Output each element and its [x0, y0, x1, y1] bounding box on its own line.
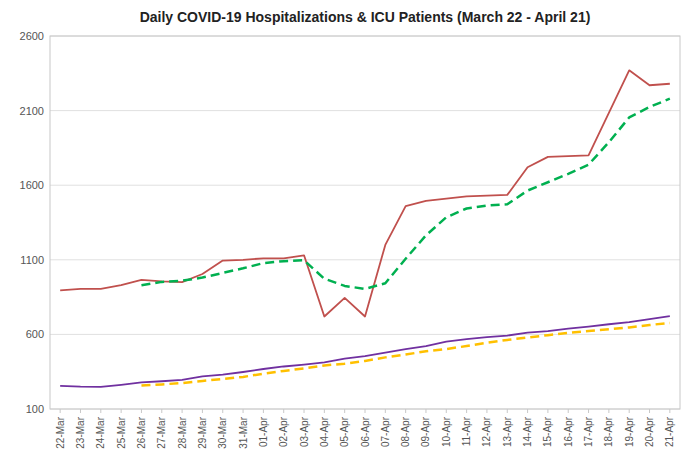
x-tick: [141, 409, 142, 413]
x-tick: [202, 409, 203, 413]
x-axis: 22-Mar 23-Mar 24-Mar 25-Mar 26-Mar 27-Mar 28-M…: [55, 409, 676, 449]
x-tick: [304, 409, 305, 413]
x-tick-label: 18-Apr: [603, 416, 614, 447]
x-tick: [568, 409, 569, 413]
x-tick-label: 11-Apr: [461, 416, 472, 446]
x-tick: [425, 409, 426, 413]
x-tick-label: 12-Apr: [481, 416, 492, 447]
x-tick-label: 05-Apr: [339, 416, 350, 447]
y-axis: 100 600 1100 1600 2100 2600: [20, 30, 680, 415]
x-tick-label: 01-Apr: [258, 416, 269, 447]
y-tick-label: 600: [26, 328, 44, 340]
x-tick: [588, 409, 589, 413]
y-tick-label: 100: [26, 403, 44, 415]
x-tick-label: 24-Mar: [95, 416, 106, 448]
x-tick-label: 15-Apr: [542, 416, 553, 447]
x-tick: [608, 409, 609, 413]
x-tick: [629, 409, 630, 413]
x-tick: [182, 409, 183, 413]
x-tick-label: 21-Apr: [664, 416, 675, 447]
grid-line: [50, 185, 680, 186]
x-tick-label: 07-Apr: [380, 416, 391, 447]
x-tick-label: 26-Mar: [136, 416, 147, 448]
x-tick-label: 16-Apr: [563, 416, 574, 447]
x-tick-label: 08-Apr: [400, 416, 411, 447]
x-tick: [324, 409, 325, 413]
x-tick: [243, 409, 244, 413]
x-tick-label: 23-Mar: [75, 416, 86, 448]
y-tick-label: 2600: [20, 30, 44, 42]
title: Daily COVID-19 Hospitalizations & ICU Pa…: [140, 9, 591, 25]
x-tick: [649, 409, 650, 413]
daily-line: [60, 316, 670, 387]
x-tick-label: 06-Apr: [360, 416, 371, 447]
plot-frame: [50, 36, 680, 409]
x-tick: [344, 409, 345, 413]
x-tick: [446, 409, 447, 413]
x-tick-label: 14-Apr: [522, 416, 533, 447]
x-tick: [527, 409, 528, 413]
x-tick: [283, 409, 284, 413]
x-tick: [100, 409, 101, 413]
x-tick-label: 10-Apr: [441, 416, 452, 447]
x-tick-label: 20-Apr: [644, 416, 655, 447]
x-tick: [405, 409, 406, 413]
x-tick-label: 19-Apr: [624, 416, 635, 447]
x-tick-label: 17-Apr: [583, 416, 594, 447]
x-tick-label: 25-Mar: [116, 416, 127, 448]
x-tick: [121, 409, 122, 413]
x-tick-label: 29-Mar: [197, 416, 208, 448]
x-tick-label: 02-Apr: [278, 416, 289, 447]
x-tick-label: 04-Apr: [319, 416, 330, 447]
series-group: [60, 70, 670, 387]
x-tick-label: 27-Mar: [156, 416, 167, 448]
x-tick: [466, 409, 467, 413]
x-tick: [507, 409, 508, 413]
x-tick: [486, 409, 487, 413]
x-tick-label: 28-Mar: [177, 416, 188, 448]
x-tick: [80, 409, 81, 413]
daily-line: [60, 70, 670, 316]
x-tick: [669, 409, 670, 413]
x-tick: [263, 409, 264, 413]
grid-line: [50, 110, 680, 111]
y-tick-label: 2100: [20, 105, 44, 117]
x-tick-label: 22-Mar: [55, 416, 66, 448]
chart: Daily COVID-19 Hospitalizations & ICU Pa…: [0, 0, 696, 463]
x-tick-label: 30-Mar: [217, 416, 228, 448]
grid-line: [50, 334, 680, 335]
x-tick: [161, 409, 162, 413]
grid-line: [50, 259, 680, 260]
y-tick-label: 1100: [20, 254, 44, 266]
x-tick: [60, 409, 61, 413]
moving-average-line: [141, 99, 669, 289]
x-tick-label: 13-Apr: [502, 416, 513, 447]
x-tick: [547, 409, 548, 413]
x-tick-label: 03-Apr: [299, 416, 310, 447]
x-tick: [365, 409, 366, 413]
x-tick: [222, 409, 223, 413]
x-tick-label: 09-Apr: [420, 416, 431, 447]
x-tick-label: 31-Mar: [238, 416, 249, 448]
moving-average-line: [141, 323, 669, 386]
x-tick: [385, 409, 386, 413]
y-tick-label: 1600: [20, 179, 44, 191]
